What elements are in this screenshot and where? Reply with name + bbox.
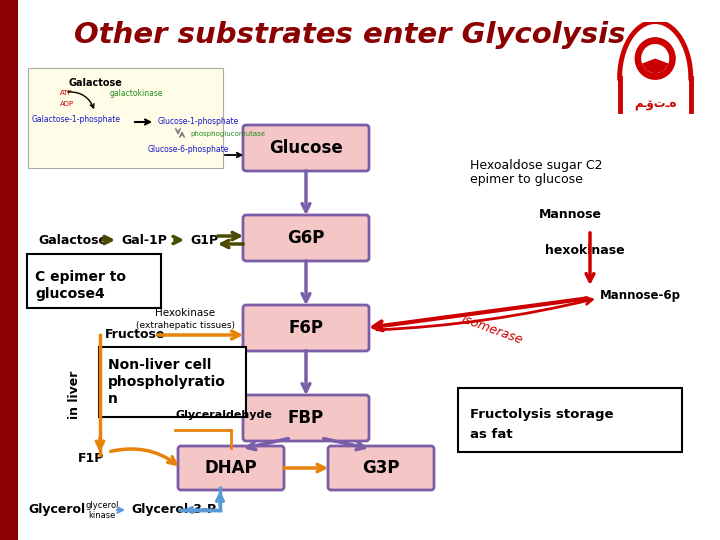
Text: مـۆتـه: مـۆتـه (634, 98, 677, 111)
Text: Mannose: Mannose (539, 208, 601, 221)
Text: Galactose: Galactose (38, 233, 107, 246)
Text: (extrahepatic tissues): (extrahepatic tissues) (135, 321, 235, 329)
Text: Mannose-6p: Mannose-6p (600, 288, 681, 301)
Text: F6P: F6P (289, 319, 323, 337)
Text: Fructolysis storage: Fructolysis storage (470, 408, 613, 421)
Wedge shape (642, 58, 668, 73)
FancyBboxPatch shape (27, 254, 161, 308)
Text: Hexokinase: Hexokinase (155, 308, 215, 318)
Text: Glucose: Glucose (269, 139, 343, 157)
Text: Glycerol-3-P: Glycerol-3-P (131, 503, 216, 516)
Text: n: n (108, 392, 118, 406)
Text: Galactose-1-phosphate: Galactose-1-phosphate (32, 115, 121, 124)
Text: Glycerol: Glycerol (28, 503, 85, 516)
Text: F1P: F1P (78, 451, 104, 464)
Text: Glucose-6-phosphate: Glucose-6-phosphate (148, 145, 230, 154)
Text: hexokinase: hexokinase (545, 244, 625, 256)
FancyBboxPatch shape (178, 446, 284, 490)
Text: isomerase: isomerase (459, 313, 525, 347)
Text: Galactose: Galactose (68, 78, 122, 88)
Text: Other substrates enter Glycolysis: Other substrates enter Glycolysis (74, 21, 626, 49)
Text: G3P: G3P (362, 459, 400, 477)
Text: C epimer to: C epimer to (35, 270, 126, 284)
Text: glycerol: glycerol (85, 501, 119, 510)
FancyBboxPatch shape (99, 347, 246, 417)
Text: galactokinase: galactokinase (110, 90, 163, 98)
Circle shape (634, 37, 676, 80)
FancyBboxPatch shape (243, 215, 369, 261)
Text: ADP: ADP (60, 101, 74, 107)
FancyBboxPatch shape (458, 388, 682, 452)
Text: Non-liver cell: Non-liver cell (108, 358, 212, 372)
Text: kinase: kinase (89, 511, 116, 521)
Text: Fructose: Fructose (105, 328, 166, 341)
Text: G1P: G1P (190, 233, 218, 246)
Text: phosphoglucomutase: phosphoglucomutase (190, 131, 265, 137)
Text: Hexoaldose sugar C2: Hexoaldose sugar C2 (470, 159, 603, 172)
Circle shape (642, 44, 670, 73)
FancyBboxPatch shape (243, 395, 369, 441)
Text: G6P: G6P (287, 229, 325, 247)
Text: ATP: ATP (60, 90, 73, 96)
FancyBboxPatch shape (328, 446, 434, 490)
Text: in liver: in liver (68, 371, 81, 419)
Text: as fat: as fat (470, 428, 513, 441)
FancyBboxPatch shape (243, 125, 369, 171)
Bar (0, 0, 18, 540)
Text: FBP: FBP (288, 409, 324, 427)
FancyBboxPatch shape (243, 305, 369, 351)
Text: epimer to glucose: epimer to glucose (470, 173, 583, 186)
Text: glucose4: glucose4 (35, 287, 104, 301)
Bar (28, 68, 223, 168)
Text: Glucose-1-phosphate: Glucose-1-phosphate (158, 118, 239, 126)
Text: Gal-1P: Gal-1P (121, 233, 167, 246)
Text: DHAP: DHAP (204, 459, 257, 477)
Text: Glyceraldehyde: Glyceraldehyde (175, 410, 272, 420)
Text: phospholyratio: phospholyratio (108, 375, 226, 389)
